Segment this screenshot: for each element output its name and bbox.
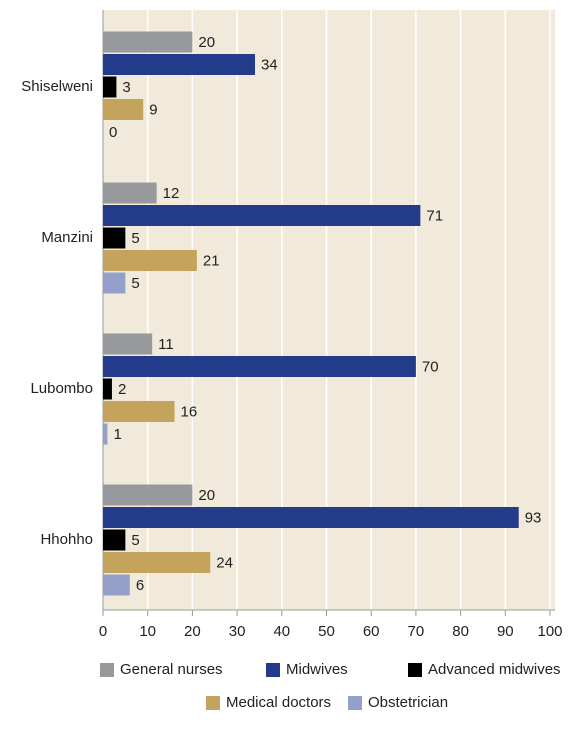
bar — [103, 76, 117, 98]
x-tick-label: 40 — [273, 623, 290, 640]
value-label: 20 — [198, 34, 215, 51]
bar — [103, 484, 193, 506]
x-tick-label: 100 — [537, 623, 562, 640]
legend-label: General nurses — [120, 661, 223, 678]
bar — [103, 54, 255, 75]
x-tick-label: 30 — [229, 623, 246, 640]
bar — [103, 205, 421, 226]
bar — [103, 423, 108, 445]
legend-label: Obstetrician — [368, 694, 448, 711]
value-label: 93 — [525, 509, 542, 526]
bar — [103, 227, 126, 249]
x-tick-label: 20 — [184, 623, 201, 640]
bar — [103, 99, 144, 120]
legend-label: Midwives — [286, 661, 348, 678]
x-tick-label: 50 — [318, 623, 335, 640]
value-label: 12 — [163, 185, 180, 202]
bar — [103, 356, 416, 377]
legend-swatch — [266, 663, 280, 677]
bar — [103, 401, 175, 422]
value-label: 5 — [131, 230, 139, 247]
x-tick-label: 80 — [452, 623, 469, 640]
value-label: 2 — [118, 381, 126, 398]
value-label: 0 — [109, 124, 117, 141]
value-label: 3 — [122, 79, 130, 96]
value-label: 6 — [136, 577, 144, 594]
value-label: 20 — [198, 487, 215, 504]
x-tick-label: 60 — [363, 623, 380, 640]
bar — [103, 333, 153, 355]
bar — [103, 250, 197, 271]
legend-swatch — [348, 696, 362, 710]
value-label: 71 — [426, 207, 443, 224]
value-label: 24 — [216, 554, 233, 571]
bar — [103, 378, 112, 400]
value-label: 21 — [203, 252, 220, 269]
category-label: Lubombo — [30, 380, 93, 397]
bar — [103, 529, 126, 551]
value-label: 5 — [131, 532, 139, 549]
legend-swatch — [408, 663, 422, 677]
value-label: 9 — [149, 101, 157, 118]
x-tick-label: 10 — [139, 623, 156, 640]
legend-swatch — [100, 663, 114, 677]
x-tick-label: 0 — [99, 623, 107, 640]
category-label: Shiselweni — [21, 78, 93, 95]
value-label: 16 — [181, 403, 198, 420]
bar — [103, 31, 193, 53]
legend-swatch — [206, 696, 220, 710]
category-label: Hhohho — [40, 531, 93, 548]
x-tick-label: 70 — [408, 623, 425, 640]
bar — [103, 552, 211, 573]
bar — [103, 182, 157, 204]
legend-label: Advanced midwives — [428, 661, 561, 678]
value-label: 5 — [131, 275, 139, 292]
value-label: 1 — [113, 426, 121, 443]
value-label: 34 — [261, 56, 278, 73]
bar — [103, 574, 130, 596]
value-label: 11 — [158, 336, 174, 353]
bar — [103, 272, 126, 294]
category-label: Manzini — [41, 229, 93, 246]
legend-label: Medical doctors — [226, 694, 331, 711]
x-tick-label: 90 — [497, 623, 514, 640]
bar — [103, 507, 519, 528]
value-label: 70 — [422, 358, 439, 375]
